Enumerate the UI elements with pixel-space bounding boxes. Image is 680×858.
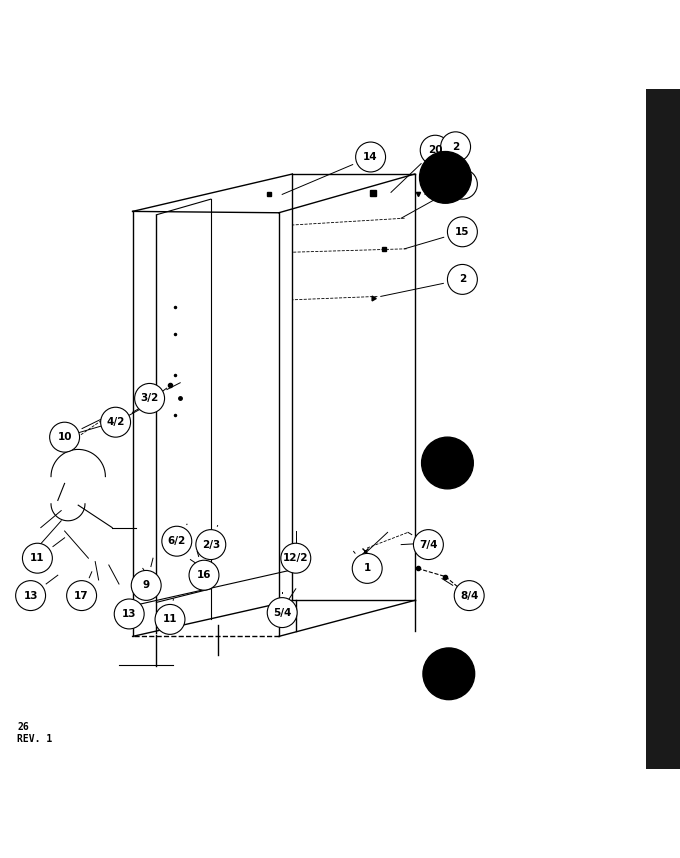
Circle shape xyxy=(447,264,477,294)
Text: 8/4: 8/4 xyxy=(460,590,479,601)
Text: 14: 14 xyxy=(363,152,378,162)
Circle shape xyxy=(189,560,219,590)
Circle shape xyxy=(454,581,484,611)
Circle shape xyxy=(135,384,165,414)
Text: 10: 10 xyxy=(57,432,72,442)
Text: 26
REV. 1: 26 REV. 1 xyxy=(17,722,52,744)
Text: 15: 15 xyxy=(455,227,470,237)
Circle shape xyxy=(281,543,311,573)
Text: 1: 1 xyxy=(364,564,371,573)
Text: 20: 20 xyxy=(428,145,443,155)
Bar xyxy=(646,89,680,769)
Circle shape xyxy=(67,581,97,611)
Text: 16: 16 xyxy=(197,571,211,580)
Text: 3/2: 3/2 xyxy=(141,394,158,403)
Circle shape xyxy=(420,136,450,165)
Circle shape xyxy=(441,132,471,162)
Circle shape xyxy=(114,599,144,629)
Circle shape xyxy=(267,598,297,627)
Text: 13: 13 xyxy=(122,609,137,619)
Circle shape xyxy=(196,529,226,559)
Text: 5/4: 5/4 xyxy=(273,607,292,618)
Circle shape xyxy=(16,581,46,611)
Circle shape xyxy=(420,152,471,203)
Circle shape xyxy=(22,543,52,573)
Text: 17: 17 xyxy=(74,590,89,601)
Circle shape xyxy=(155,604,185,634)
Text: 11: 11 xyxy=(30,553,45,563)
Circle shape xyxy=(50,422,80,452)
Text: 2: 2 xyxy=(452,142,459,152)
Text: 2/3: 2/3 xyxy=(202,540,220,550)
Text: 4/2: 4/2 xyxy=(106,417,125,427)
Circle shape xyxy=(101,408,131,438)
Text: 19: 19 xyxy=(455,179,470,190)
Text: 6/2: 6/2 xyxy=(168,536,186,547)
Circle shape xyxy=(423,648,475,699)
Circle shape xyxy=(447,169,477,199)
Text: 7/4: 7/4 xyxy=(419,540,438,550)
Circle shape xyxy=(413,529,443,559)
Text: 13: 13 xyxy=(23,590,38,601)
Circle shape xyxy=(422,438,473,489)
Text: 2: 2 xyxy=(459,275,466,284)
Text: 9: 9 xyxy=(143,580,150,590)
Text: 12/2: 12/2 xyxy=(283,553,309,563)
Circle shape xyxy=(131,571,161,601)
Circle shape xyxy=(447,217,477,247)
Circle shape xyxy=(356,142,386,172)
Circle shape xyxy=(162,526,192,556)
Text: 11: 11 xyxy=(163,614,177,625)
Circle shape xyxy=(352,553,382,583)
